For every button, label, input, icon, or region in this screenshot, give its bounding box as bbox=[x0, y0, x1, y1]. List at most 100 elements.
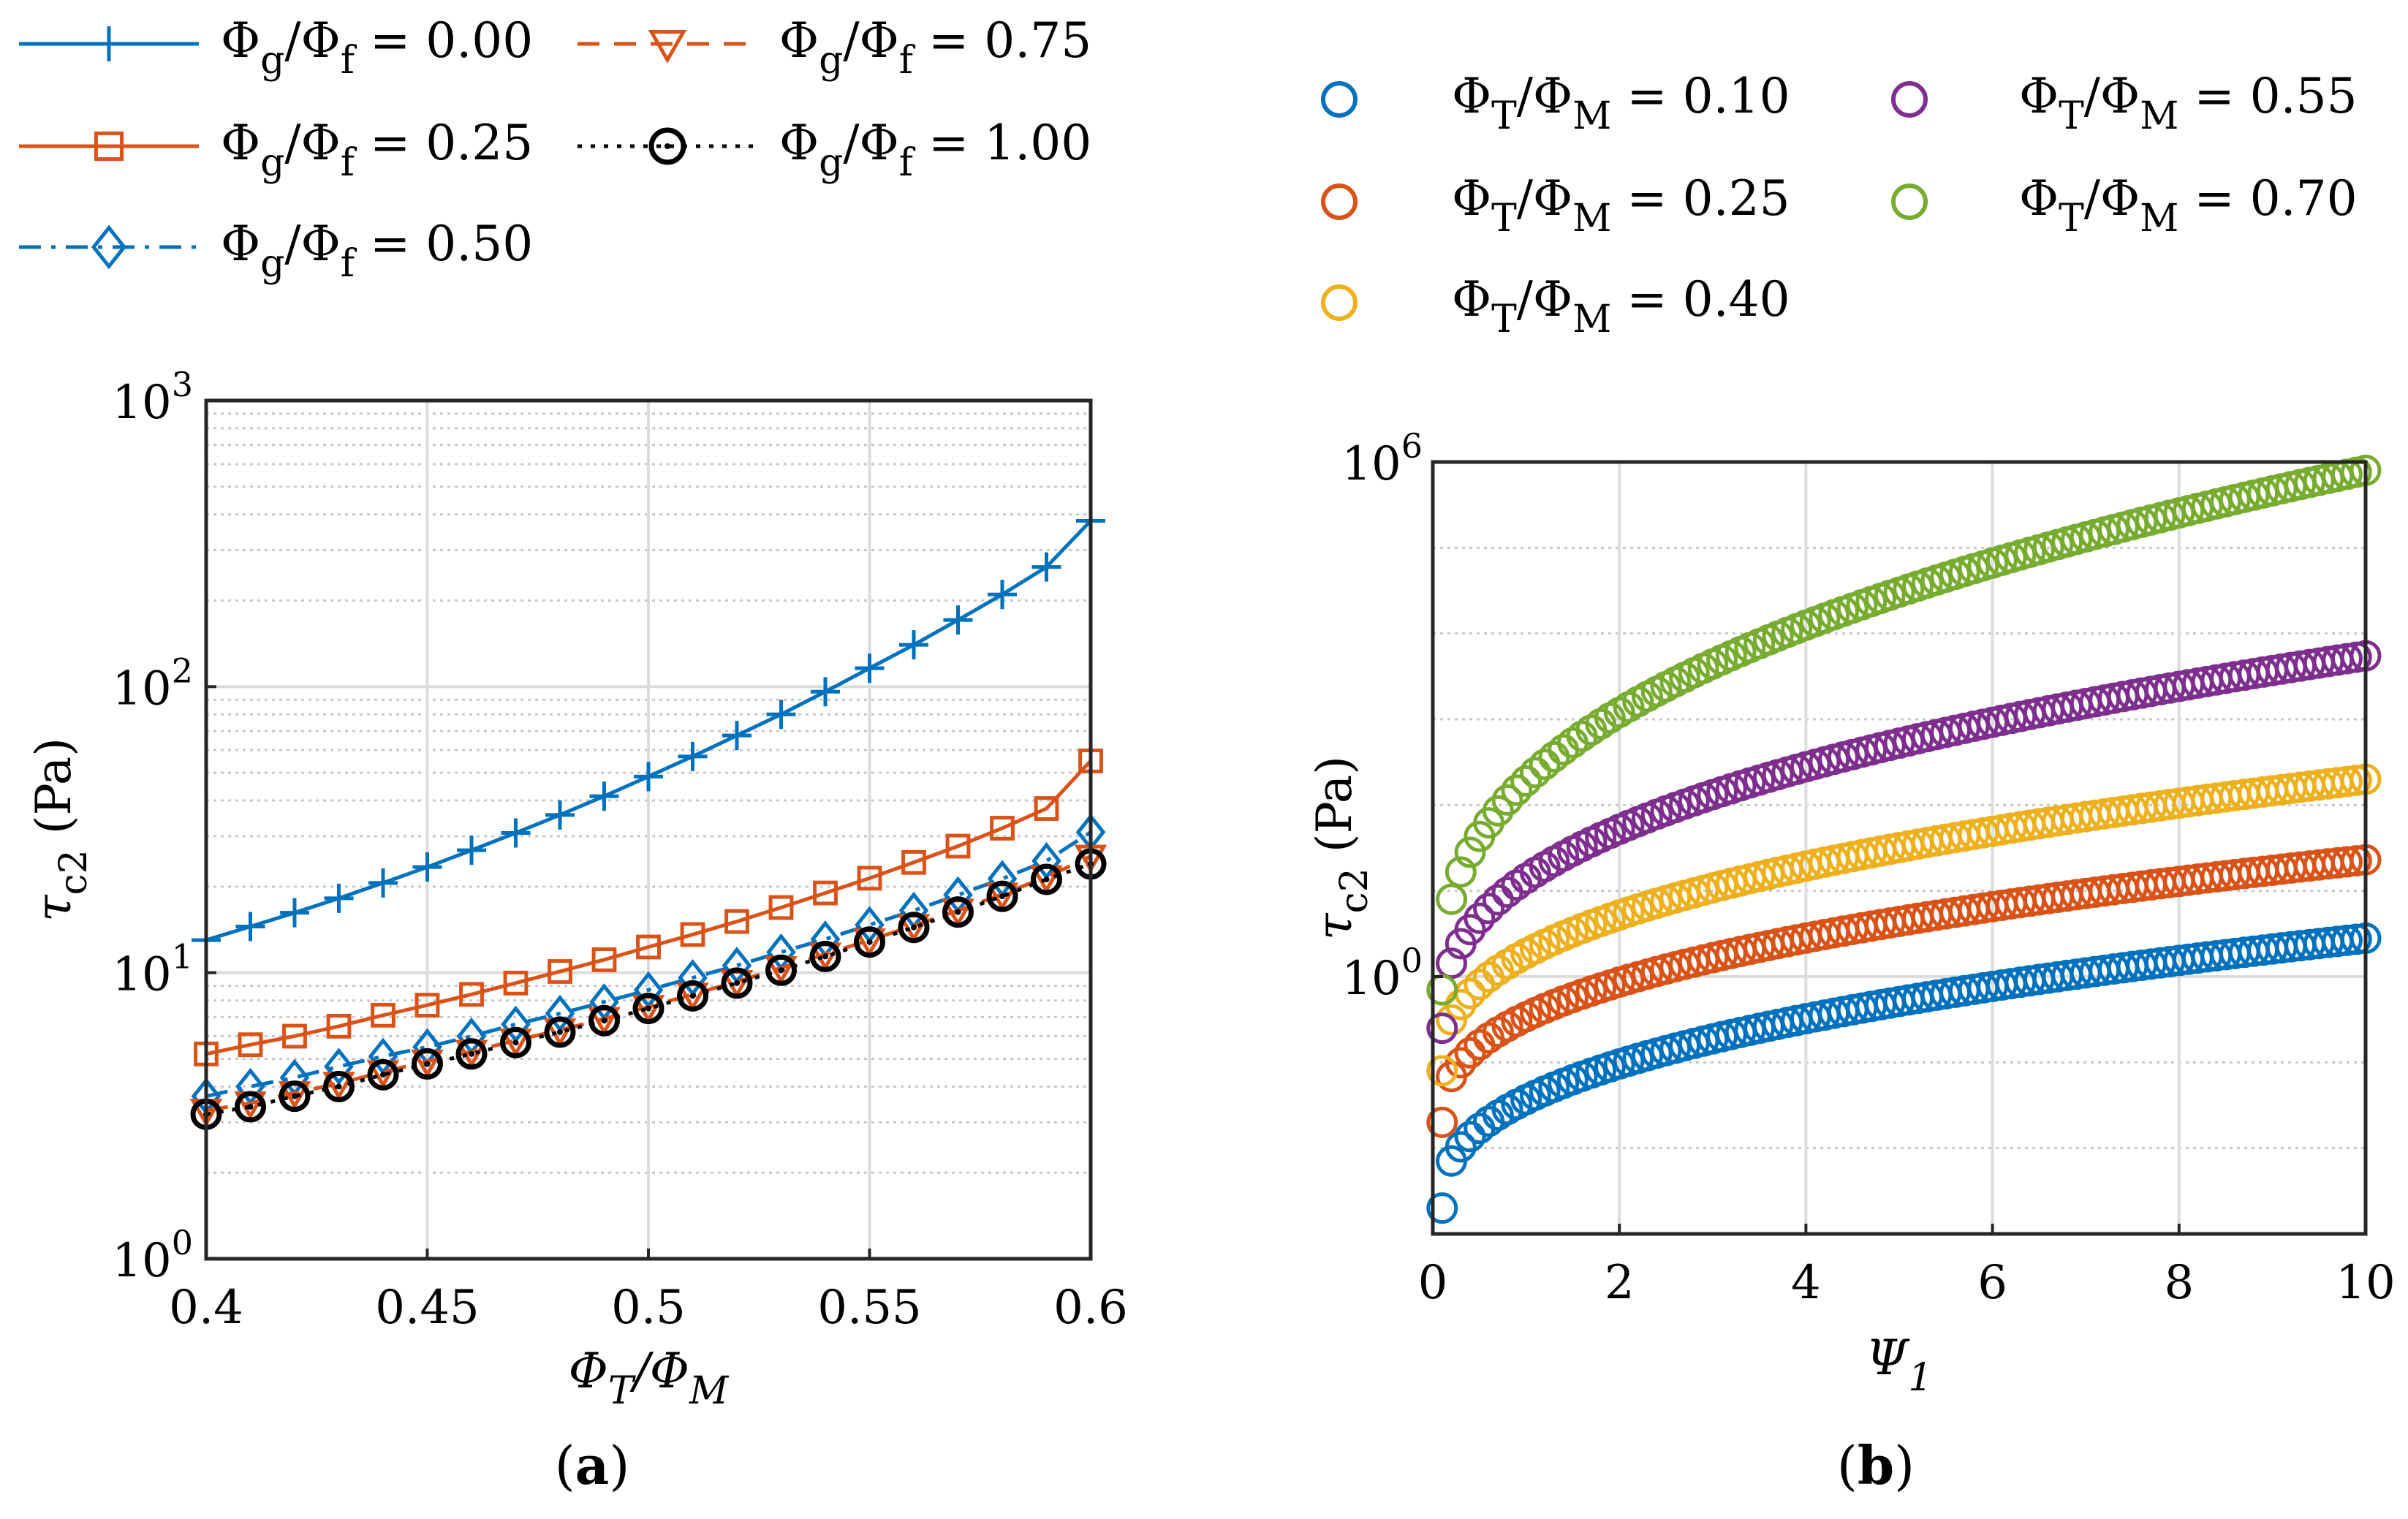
y-tick-label: 103 bbox=[112, 365, 193, 430]
circle-center-dot bbox=[601, 1018, 607, 1024]
data-point bbox=[680, 922, 705, 947]
data-point bbox=[548, 959, 572, 984]
series-b-1 bbox=[1426, 844, 2382, 1138]
legend-entry-b-4: ΦT/ΦM = 0.70 bbox=[1891, 170, 2358, 240]
data-point bbox=[986, 880, 1018, 912]
circle-ring bbox=[544, 1016, 576, 1048]
circle-ring bbox=[323, 1070, 355, 1102]
axes-frame-b bbox=[1431, 460, 2368, 1236]
data-point bbox=[898, 912, 930, 944]
ticks-b: 0 2 4 6 8 10 100 106 bbox=[1341, 426, 2395, 1310]
circle-center-dot bbox=[557, 1029, 563, 1035]
circle-center-dot bbox=[380, 1072, 386, 1078]
circle-ring bbox=[500, 1026, 531, 1058]
legend-marker bbox=[91, 26, 126, 61]
data-point bbox=[855, 654, 885, 683]
circle-center-dot bbox=[645, 1005, 651, 1012]
legend-entry-b-1: ΦT/ΦM = 0.25 bbox=[1321, 170, 1790, 240]
legend-entry-a-1: Φg/Φf = 0.25 bbox=[19, 115, 533, 185]
legend-label: Φg/Φf = 0.75 bbox=[779, 12, 1091, 83]
data-point bbox=[1473, 893, 1505, 925]
circle-center-dot bbox=[999, 893, 1005, 900]
data-point bbox=[501, 818, 531, 848]
legend-entry-a-2: Φg/Φf = 0.50 bbox=[19, 216, 533, 286]
series-line bbox=[205, 760, 1092, 1056]
y-tick-label: 102 bbox=[112, 651, 193, 716]
circle-center-dot bbox=[247, 1104, 254, 1110]
y-tick-label: 100 bbox=[112, 1223, 193, 1288]
data-point bbox=[412, 852, 442, 882]
circle-center-dot bbox=[665, 143, 670, 149]
circle-center-dot bbox=[469, 1050, 474, 1057]
data-point bbox=[901, 849, 926, 875]
data-point bbox=[766, 700, 796, 730]
data-point bbox=[1426, 1106, 1458, 1138]
data-point bbox=[722, 721, 751, 751]
legend-entry-b-2: ΦT/ΦM = 0.40 bbox=[1321, 271, 1790, 341]
data-point bbox=[455, 1038, 488, 1070]
circle-center-dot bbox=[778, 967, 784, 974]
data-point bbox=[765, 954, 797, 986]
data-point bbox=[1519, 757, 1551, 789]
data-point bbox=[235, 912, 265, 942]
x-axis-label-a: ΦT/ΦM bbox=[569, 1343, 730, 1413]
data-point bbox=[459, 982, 484, 1007]
legend-label: Φg/Φf = 0.25 bbox=[221, 115, 533, 185]
data-point bbox=[811, 677, 840, 707]
plot-b bbox=[1426, 454, 2382, 1224]
x-tick-label: 8 bbox=[2164, 1256, 2194, 1310]
circle-center-dot bbox=[424, 1061, 431, 1067]
x-tick-label: 0.45 bbox=[375, 1281, 480, 1335]
circle-center-dot bbox=[336, 1083, 342, 1090]
circle-ring bbox=[898, 912, 930, 944]
series-a-1 bbox=[194, 749, 1103, 1067]
data-point bbox=[457, 836, 486, 865]
x-tick-label: 0.5 bbox=[611, 1281, 686, 1335]
circle-ring bbox=[1031, 863, 1062, 895]
data-point bbox=[414, 993, 440, 1018]
data-point bbox=[724, 909, 749, 934]
data-point bbox=[990, 816, 1015, 841]
legend-entry-b-3: ΦT/ΦM = 0.55 bbox=[1891, 68, 2358, 138]
data-point bbox=[942, 896, 974, 928]
y-axis-label-b: τc2 (Pa) bbox=[1306, 756, 1377, 940]
legend-label: Φg/Φf = 1.00 bbox=[779, 115, 1091, 185]
data-point bbox=[636, 934, 661, 960]
x-tick-label: 0.4 bbox=[169, 1281, 243, 1335]
series-a-4 bbox=[190, 848, 1107, 1130]
data-point bbox=[282, 1023, 307, 1049]
legend-a: Φg/Φf = 0.00 Φg/Φf = 0.25 Φg/Φf = 0.50 Φg/Φ… bbox=[19, 12, 1091, 286]
circle-ring bbox=[235, 1091, 266, 1123]
legend-label: ΦT/ΦM = 0.70 bbox=[2019, 170, 2358, 240]
data-point bbox=[1491, 784, 1523, 816]
data-point bbox=[323, 1070, 355, 1102]
data-point bbox=[1538, 740, 1570, 773]
circle-center-dot bbox=[866, 939, 873, 945]
data-point bbox=[1031, 552, 1061, 582]
data-point bbox=[368, 868, 398, 898]
data-point bbox=[1426, 1012, 1458, 1045]
x-tick-label: 10 bbox=[2336, 1256, 2395, 1310]
data-point bbox=[1436, 1004, 1468, 1036]
data-point bbox=[412, 1048, 443, 1080]
data-point bbox=[1510, 765, 1542, 797]
data-point bbox=[1454, 836, 1486, 868]
data-point bbox=[945, 833, 971, 859]
data-point bbox=[2340, 923, 2372, 955]
data-point bbox=[1426, 1055, 1458, 1087]
data-point bbox=[503, 970, 529, 996]
legend-marker bbox=[1321, 284, 1358, 321]
panel-a: 0.4 0.45 0.5 0.55 0.6 100 101 102 103 Φg/Φf = 0.… bbox=[19, 12, 1128, 1496]
legend-marker bbox=[648, 30, 687, 64]
circle-ring bbox=[677, 980, 708, 1012]
series-a-0 bbox=[192, 506, 1105, 955]
data-point bbox=[1454, 1121, 1486, 1153]
data-point bbox=[589, 781, 619, 811]
circle-center-dot bbox=[512, 1039, 519, 1046]
data-point bbox=[324, 883, 354, 913]
circle-ring bbox=[632, 993, 665, 1025]
data-point bbox=[943, 605, 973, 635]
circle-ring bbox=[765, 954, 797, 986]
legend-b: ΦT/ΦM = 0.10 ΦT/ΦM = 0.25 ΦT/ΦM = 0.40 ΦT/Φ… bbox=[1321, 68, 2358, 341]
